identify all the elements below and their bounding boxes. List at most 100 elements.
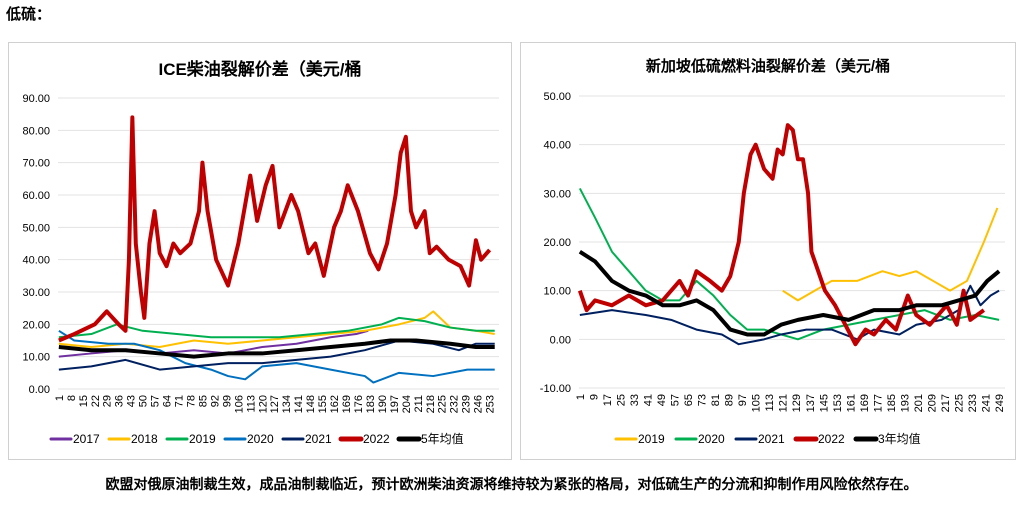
series-line-2020: [58, 329, 495, 384]
x-tick-label: 81: [710, 394, 722, 406]
series-line-3年均值: [578, 250, 1001, 337]
x-tick-label: 41: [642, 394, 654, 406]
x-tick-label: 249: [994, 394, 1006, 412]
x-tick-label: 239: [461, 395, 473, 413]
x-tick-label: 50: [138, 395, 150, 407]
x-tick-label: 137: [805, 394, 817, 412]
series-line-2019: [58, 316, 495, 339]
x-tick-label: 225: [437, 395, 449, 413]
x-tick-label: 134: [281, 395, 293, 413]
y-tick-label: -10.00: [540, 383, 571, 395]
x-tick-label: 211: [413, 395, 425, 413]
legend-label: 3年均值: [878, 431, 921, 446]
x-tick-label: 218: [425, 395, 437, 413]
chart-title: 新加坡低硫燃料油裂解价差（美元/桶: [645, 58, 891, 75]
x-tick-label: 176: [353, 395, 365, 413]
x-tick-label: 1: [54, 395, 66, 401]
x-tick-label: 57: [150, 395, 162, 407]
x-tick-label: 197: [389, 395, 401, 413]
ice-diesel-crack-chart: ICE柴油裂解价差（美元/桶 0.00 10.00 20.00 30.00 40.00 5…: [8, 42, 512, 460]
x-tick-label: 129: [791, 394, 803, 412]
x-tick-label: 201: [913, 394, 925, 412]
x-tick-label: 43: [126, 395, 138, 407]
x-tick-label: 29: [102, 395, 114, 407]
series-line-2022: [577, 123, 986, 347]
x-tick-label: 120: [257, 395, 269, 413]
x-tick-label: 209: [926, 394, 938, 412]
x-tick-label: 57: [670, 394, 682, 406]
x-tick-label: 113: [764, 394, 776, 412]
series-line-2022: [58, 115, 492, 343]
footer-note: 欧盟对俄原油制裁生效，成品油制裁临近，预计欧洲柴油资源将维持较为紧张的格局，对低…: [105, 476, 918, 492]
x-tick-label: 121: [778, 394, 790, 412]
x-tick-label: 162: [329, 395, 341, 413]
x-tick-label: 185: [886, 394, 898, 412]
x-tick-label: 161: [845, 394, 857, 412]
legend-label: 2018: [131, 432, 158, 446]
x-tick-label: 193: [899, 394, 911, 412]
x-tick-label: 253: [485, 395, 497, 413]
legend-label: 2017: [73, 432, 100, 446]
x-tick-label: 225: [954, 394, 966, 412]
x-tick-label: 1: [575, 394, 587, 400]
section-header: 低硫：: [6, 6, 52, 23]
legend-label: 5年均值: [421, 431, 464, 446]
x-tick-label: 65: [683, 394, 695, 406]
singapore-lsfo-crack-chart: 新加坡低硫燃料油裂解价差（美元/桶 -10.00 0.00 10.00 20.00 30…: [520, 42, 1016, 460]
x-tick-label: 22: [90, 395, 102, 407]
x-tick-label: 64: [162, 395, 174, 407]
legend-label: 2020: [247, 432, 274, 446]
x-tick-label: 232: [449, 395, 461, 413]
y-tick-label: 50.00: [543, 91, 571, 103]
x-tick-label: 233: [967, 394, 979, 412]
legend-label: 2021: [305, 432, 332, 446]
y-tick-label: 20.00: [543, 237, 571, 249]
x-tick-label: 78: [185, 395, 197, 407]
x-tick-label: 190: [377, 395, 389, 413]
x-tick-label: 217: [940, 394, 952, 412]
x-tick-label: 71: [174, 395, 186, 407]
x-tick-label: 8: [66, 395, 78, 401]
x-tick-label: 33: [629, 394, 641, 406]
x-tick-label: 169: [859, 394, 871, 412]
x-tick-label: 141: [293, 395, 305, 413]
x-tick-label: 113: [245, 395, 257, 413]
y-tick-label: 20.00: [22, 319, 50, 331]
y-tick-label: 10.00: [22, 352, 50, 364]
x-tick-label: 89: [724, 394, 736, 406]
x-tick-label: 127: [269, 395, 281, 413]
y-tick-label: 70.00: [22, 158, 50, 170]
x-tick-label: 204: [401, 395, 413, 413]
x-tick-label: 246: [473, 395, 485, 413]
x-tick-label: 241: [981, 394, 993, 412]
y-tick-label: 80.00: [22, 125, 50, 137]
y-tick-label: 90.00: [22, 93, 50, 105]
x-tick-label: 145: [818, 394, 830, 412]
x-tick-label: 92: [209, 395, 221, 407]
series-line-2019: [782, 207, 999, 302]
y-tick-label: 40.00: [22, 255, 50, 267]
x-tick-label: 36: [114, 395, 126, 407]
legend-label: 2021: [758, 432, 785, 446]
x-tick-label: 99: [221, 395, 233, 407]
x-tick-label: 153: [832, 394, 844, 412]
x-tick-label: 177: [872, 394, 884, 412]
x-tick-label: 85: [197, 395, 209, 407]
x-tick-label: 155: [317, 395, 329, 413]
y-tick-label: 30.00: [543, 188, 571, 200]
x-tick-label: 148: [305, 395, 317, 413]
series-line-2021: [58, 339, 495, 371]
y-tick-label: 60.00: [22, 190, 50, 202]
series-line-2021: [579, 284, 1000, 346]
y-tick-label: 0.00: [29, 384, 50, 396]
legend-label: 2020: [698, 432, 725, 446]
x-tick-label: 15: [78, 395, 90, 407]
y-tick-label: 0.00: [550, 334, 571, 346]
series-line-5年均值: [58, 338, 495, 359]
legend-label: 2019: [189, 432, 216, 446]
chart-plot: 0.00 10.00 20.00 30.00 40.00 50.00 60.00 70.00 8…: [22, 93, 499, 446]
x-tick-label: 105: [751, 394, 763, 412]
chart-title: ICE柴油裂解价差（美元/桶: [158, 60, 362, 79]
y-tick-label: 10.00: [543, 286, 571, 298]
